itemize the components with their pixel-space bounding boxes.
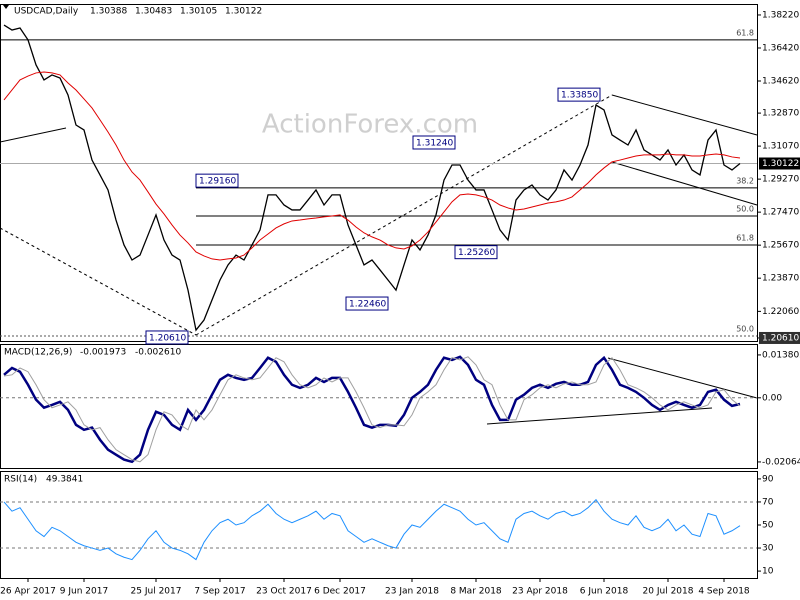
pivot-box [345, 296, 389, 311]
x-tick-label: 6 Dec 2017 [314, 587, 366, 597]
y-tick-label: 1.34620 [762, 76, 799, 86]
series-line [3, 356, 741, 463]
trendline [607, 357, 758, 399]
header-value: 1.30483 [135, 7, 172, 17]
y-tick-label: 1.27470 [762, 208, 799, 218]
x-tick-label: 4 Sep 2018 [698, 587, 750, 597]
price-tag [759, 157, 800, 170]
pivot-label: 1.25260 [458, 248, 495, 258]
pivot-box [412, 135, 456, 150]
y-tick-label: -0.020648 [762, 457, 800, 467]
header-value: -0.002610 [135, 348, 181, 358]
series-line [3, 498, 741, 561]
x-tick-label: 23 Oct 2017 [256, 587, 312, 597]
current-price-label: 1.30122 [762, 159, 799, 169]
header-value: 1.30122 [225, 7, 262, 17]
header-value: 1.30388 [90, 7, 127, 17]
y-tick-label: 50 [762, 521, 774, 531]
header-value: 1.30105 [180, 7, 217, 17]
x-tick-label: 8 Mar 2018 [450, 587, 502, 597]
x-tick-label: 9 Jun 2017 [60, 587, 108, 597]
header-value: -0.001973 [80, 348, 126, 358]
x-tick-label: 7 Sep 2017 [194, 587, 245, 597]
y-tick-label: 1.23870 [762, 274, 799, 284]
fib-label: 50.0 [736, 324, 754, 333]
fib-label: 61.8 [736, 28, 754, 37]
panel-title: USDCAD,Daily [14, 7, 79, 17]
y-tick-label: 30 [762, 544, 774, 554]
watermark: ActionForex.com [262, 110, 478, 140]
price-panel [0, 4, 758, 342]
header-value: 49.3841 [46, 475, 83, 485]
trendline [0, 227, 197, 336]
pivot-label: 1.31240 [416, 138, 453, 148]
y-tick-label: 70 [762, 497, 774, 507]
y-tick-label: 0.013802 [762, 350, 800, 360]
pivot-box [195, 173, 239, 188]
y-tick-label: 1.31070 [762, 142, 799, 152]
fib-label: 50.0 [736, 204, 754, 213]
x-tick-label: 6 Jun 2018 [580, 587, 629, 597]
trendline [486, 407, 713, 425]
fib-label: 38.2 [736, 176, 754, 185]
trendline [611, 94, 758, 136]
x-tick-label: 23 Jan 2018 [385, 587, 439, 597]
trendline [0, 127, 67, 143]
panel-title: MACD(12,26,9) [4, 348, 72, 358]
pivot-label: 1.20610 [149, 333, 186, 343]
trendline [611, 161, 758, 206]
price-tag [759, 331, 800, 344]
pivot-label: 1.29160 [199, 177, 236, 187]
y-tick-label: 1.29270 [762, 175, 799, 185]
x-tick-label: 20 Jul 2018 [643, 587, 694, 597]
panel-title: RSI(14) [4, 475, 37, 485]
trendlines [0, 94, 758, 425]
pivot-box [557, 87, 601, 102]
y-tick-label: 1.38220 [762, 10, 799, 20]
trendline [195, 94, 613, 336]
y-tick-label: 1.22060 [762, 307, 799, 317]
series-line [3, 355, 741, 464]
y-tick-label: 90 [762, 474, 774, 484]
y-tick-label: 1.32870 [762, 109, 799, 119]
x-tick-label: 26 Apr 2017 [0, 587, 56, 597]
x-tick-label: 25 Jul 2017 [131, 587, 182, 597]
y-tick-label: 1.36420 [762, 43, 799, 53]
y-tick-label: 10 [762, 567, 774, 577]
y-tick-label: 0.00 [762, 393, 782, 403]
y-tick-label: 1.20610 [762, 333, 799, 343]
series-line [3, 24, 741, 332]
macd-panel [0, 344, 758, 469]
series-line [3, 71, 741, 261]
x-tick-label: 23 Apr 2018 [512, 587, 568, 597]
pivot-label: 1.22460 [349, 300, 386, 310]
pivot-label: 1.33850 [561, 91, 598, 101]
y-tick-label: 1.25670 [762, 241, 799, 251]
pivot-box [145, 330, 189, 345]
menu-arrow [3, 5, 9, 9]
pivot-box [454, 245, 498, 260]
fib-label: 61.8 [736, 233, 754, 242]
